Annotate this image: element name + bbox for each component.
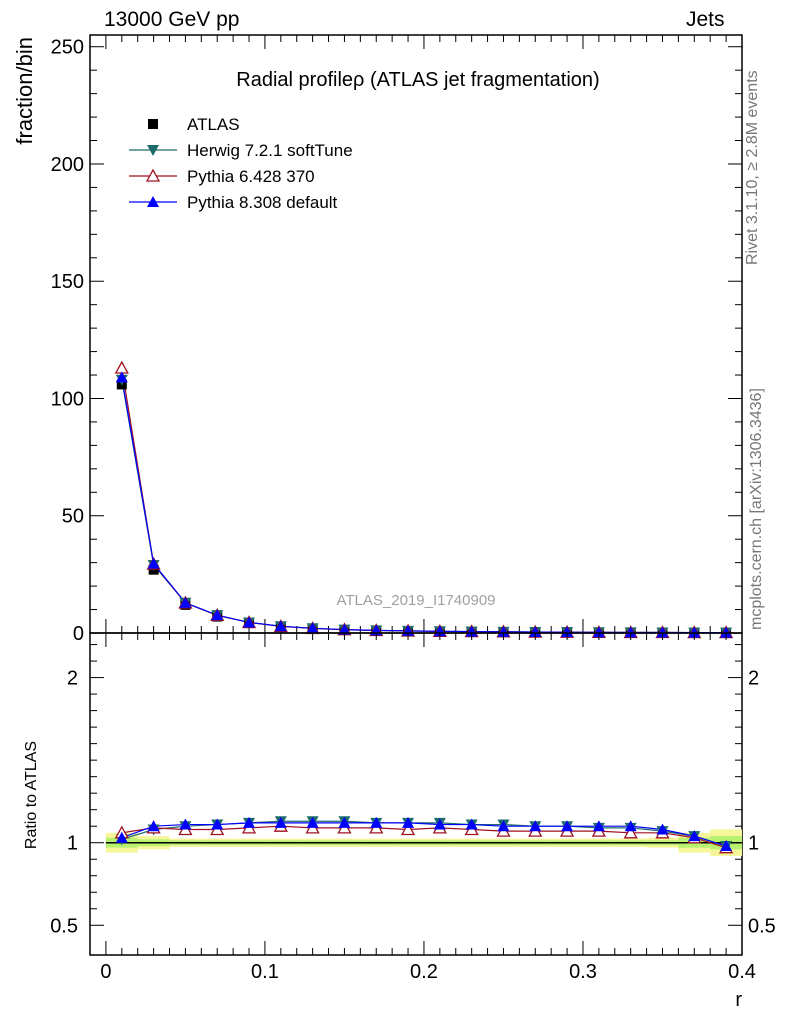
data-point <box>529 626 542 638</box>
y-tick-label: 150 <box>51 271 84 293</box>
data-point <box>688 626 701 638</box>
ratio-y-tick-label-right: 1 <box>748 833 759 855</box>
ratio-point <box>720 840 733 852</box>
ratio-y-axis-label: Ratio to ATLAS <box>23 741 40 849</box>
data-point <box>561 626 574 638</box>
bottom-frame <box>89 632 743 956</box>
ratio-point <box>624 820 637 832</box>
legend-label: ATLAS <box>187 115 240 134</box>
ratio-point <box>561 820 574 832</box>
data-point <box>656 626 669 638</box>
ratio-y-tick-label-right: 2 <box>748 668 759 690</box>
ratio-point <box>623 825 638 839</box>
ratio-point <box>497 820 510 832</box>
data-point <box>497 625 510 637</box>
ratio-point <box>688 830 701 842</box>
ratio-point <box>465 818 478 830</box>
data-point <box>211 609 224 621</box>
x-tick-label: 0 <box>100 961 111 983</box>
legend-marker <box>147 196 159 207</box>
data-point <box>179 596 192 608</box>
legend-marker <box>148 119 158 129</box>
y-tick-label: 100 <box>51 388 84 410</box>
y-tick-label: 0 <box>73 623 84 645</box>
data-point <box>243 616 256 628</box>
ratio-point <box>592 820 605 832</box>
x-axis-label: r <box>735 989 742 1011</box>
header-right: Jets <box>686 8 725 31</box>
ratio-point <box>211 818 224 830</box>
ratio-series-line <box>121 822 727 847</box>
ratio-y-tick-label: 2 <box>67 668 78 690</box>
x-tick-label: 0.3 <box>569 961 597 983</box>
data-point <box>115 371 128 383</box>
data-point <box>338 623 351 635</box>
ratio-point <box>656 823 669 835</box>
legend-marker <box>145 168 161 182</box>
y-tick-label: 50 <box>62 506 84 528</box>
ratio-point <box>147 820 160 832</box>
data-point <box>624 626 637 638</box>
data-point <box>147 557 160 569</box>
x-tick-label: 0.2 <box>410 961 438 983</box>
ratio-point <box>400 822 416 836</box>
y-tick-label: 250 <box>51 37 84 59</box>
ratio-point <box>433 818 446 830</box>
ratio-y-tick-label: 1 <box>67 833 78 855</box>
ratio-point <box>402 816 415 828</box>
legend-label: Herwig 7.2.1 softTune <box>187 141 353 160</box>
watermark: ATLAS_2019_I1740909 <box>336 592 495 609</box>
ratio-point <box>306 816 319 828</box>
ratio-point <box>529 820 542 832</box>
data-point <box>465 625 478 637</box>
y-axis-label: fraction/bin <box>12 37 37 145</box>
ratio-point <box>338 816 351 828</box>
legend-label: Pythia 8.308 default <box>187 193 338 212</box>
ratio-point <box>243 816 256 828</box>
ratio-point <box>115 831 128 843</box>
x-tick-label: 0.4 <box>728 961 756 983</box>
ratio-y-tick-label: 0.5 <box>50 915 78 937</box>
chart-title: Radial profileρ (ATLAS jet fragmentation… <box>236 69 599 91</box>
legend-label: Pythia 6.428 370 <box>187 167 315 186</box>
data-point <box>114 360 129 374</box>
data-point <box>720 626 733 638</box>
data-point <box>274 620 287 632</box>
y-tick-label: 200 <box>51 154 84 176</box>
data-point <box>592 626 605 638</box>
ratio-point <box>179 818 192 830</box>
ratio-point <box>370 816 383 828</box>
legend-marker <box>147 145 159 156</box>
ratio-point <box>274 816 287 828</box>
ratio-y-tick-label-right: 0.5 <box>748 915 776 937</box>
header-left: 13000 GeV pp <box>104 8 240 31</box>
data-point <box>306 622 319 634</box>
x-tick-label: 0.1 <box>251 961 279 983</box>
